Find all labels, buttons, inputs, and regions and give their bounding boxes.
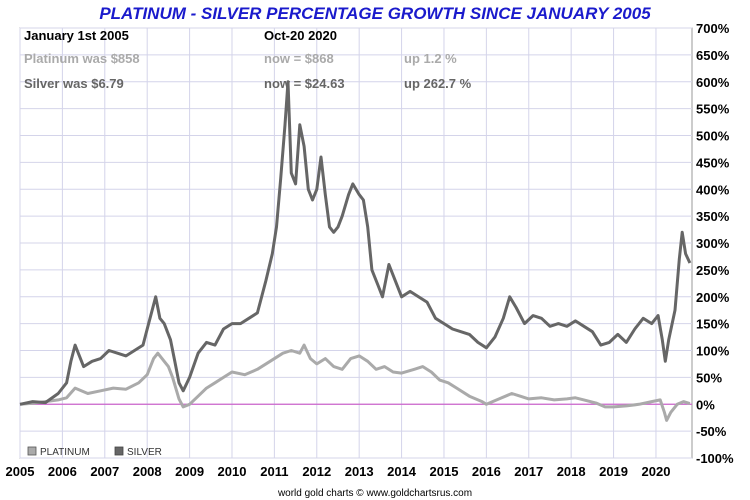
chart-title: PLATINUM - SILVER PERCENTAGE GROWTH SINC…	[99, 4, 651, 23]
platinum-now: now = $868	[264, 51, 334, 66]
y-tick-label: 600%	[696, 75, 730, 90]
y-tick-label: 0%	[696, 397, 715, 412]
x-axis: 2005 2006 2007 2008 2009 2010 2011 2012 2013 2014…	[6, 464, 671, 479]
y-tick-label: 250%	[696, 263, 730, 278]
grid	[19, 27, 692, 459]
y-tick-label: 300%	[696, 236, 730, 251]
y-tick-label: 650%	[696, 48, 730, 63]
x-tick-label: 2018	[557, 464, 586, 479]
y-tick-label: 500%	[696, 129, 730, 144]
silver-change: up 262.7 %	[404, 76, 472, 91]
silver-now: now = $24.63	[264, 76, 345, 91]
y-tick-label: 450%	[696, 155, 730, 170]
x-tick-label: 2010	[218, 464, 247, 479]
y-tick-label: 100%	[696, 344, 730, 359]
x-tick-label: 2014	[387, 464, 417, 479]
y-tick-label: 50%	[696, 370, 722, 385]
series-line-platinum	[19, 343, 691, 422]
y-axis: 700% 650% 600% 550% 500% 450% 400% 350% 300% 250%…	[696, 21, 734, 466]
y-tick-label: -100%	[696, 451, 734, 466]
x-tick-label: 2005	[6, 464, 35, 479]
x-tick-label: 2013	[345, 464, 374, 479]
y-tick-label: -50%	[696, 424, 727, 439]
footer-credit: world gold charts © www.goldchartsrus.co…	[277, 488, 472, 499]
legend-swatch-platinum	[27, 446, 37, 456]
series-line-silver	[19, 80, 692, 406]
y-tick-label: 700%	[696, 21, 730, 36]
y-tick-label: 350%	[696, 209, 730, 224]
series-layer	[19, 80, 692, 422]
x-tick-label: 2015	[430, 464, 459, 479]
legend: PLATINUM SILVER	[27, 446, 162, 458]
y-tick-label: 400%	[696, 182, 730, 197]
x-tick-label: 2009	[175, 464, 204, 479]
legend-label-silver: SILVER	[127, 447, 162, 458]
silver-was: Silver was $6.79	[24, 76, 124, 91]
platinum-was: Platinum was $858	[24, 51, 140, 66]
y-tick-label: 150%	[696, 317, 730, 332]
x-tick-label: 2017	[514, 464, 543, 479]
x-tick-label: 2019	[599, 464, 628, 479]
end-label: Oct-20 2020	[264, 28, 337, 43]
x-tick-label: 2012	[302, 464, 331, 479]
info-panel: January 1st 2005 Oct-20 2020 Platinum wa…	[24, 28, 472, 91]
y-tick-label: 550%	[696, 102, 730, 117]
x-tick-label: 2006	[48, 464, 77, 479]
legend-swatch-silver	[114, 446, 124, 456]
legend-label-platinum: PLATINUM	[40, 447, 90, 458]
x-tick-label: 2007	[90, 464, 119, 479]
x-tick-label: 2008	[133, 464, 162, 479]
x-tick-label: 2011	[260, 464, 288, 479]
x-tick-label: 2020	[642, 464, 671, 479]
platinum-change: up 1.2 %	[404, 51, 457, 66]
y-tick-label: 200%	[696, 290, 730, 305]
start-label: January 1st 2005	[24, 28, 129, 43]
x-tick-label: 2016	[472, 464, 501, 479]
